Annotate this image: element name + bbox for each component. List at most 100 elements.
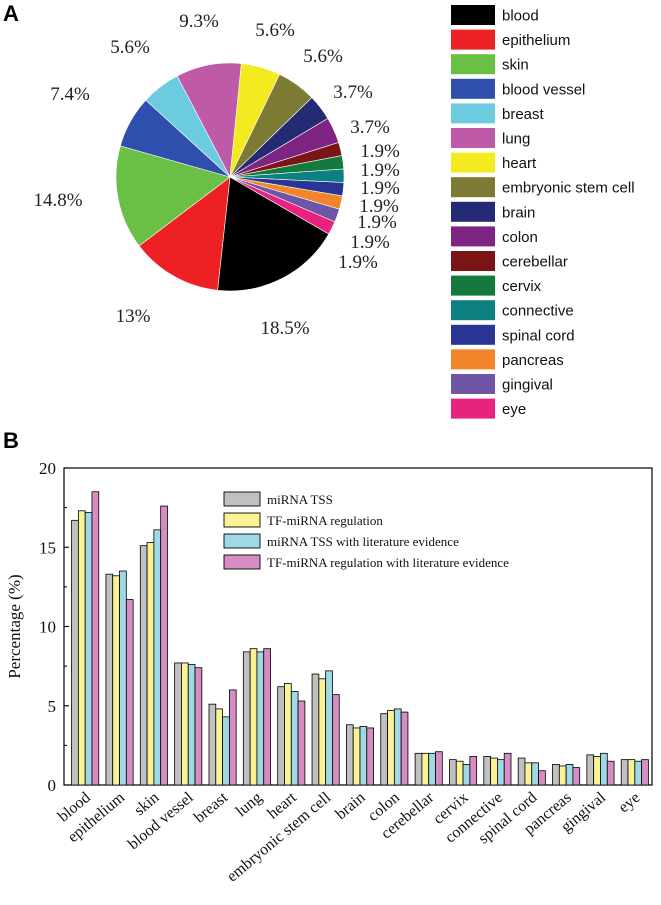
pie-legend-swatch-epithelium <box>451 29 495 50</box>
x-tick-label-blood-vessel: blood vessel <box>125 789 197 854</box>
y-axis-title: Percentage (%) <box>5 574 24 678</box>
pie-legend-swatch-connective <box>451 300 495 321</box>
legend-label-tf-mirna-regulation: TF-miRNA regulation <box>267 513 383 528</box>
pie-legend-swatch-pancreas <box>451 349 495 370</box>
pie-slice-epithelium <box>138 176 231 291</box>
legend-label-mirna-tss-with-literature-evidence: miRNA TSS with literature evidence <box>267 534 459 549</box>
bar-cervix-tf-mirna-regulation <box>455 760 464 786</box>
bar-skin-tf-mirna-regulation <box>146 542 155 786</box>
pie-slice-blood <box>217 176 330 292</box>
bar-cerebellar-mirna-tss-with-literature-evidence <box>428 752 436 786</box>
pie-legend-label-cervix: cervix <box>502 278 542 295</box>
legend-swatch-mirna-tss <box>223 491 261 507</box>
bar-brain-mirna-tss <box>345 724 354 786</box>
bar-lung-tf-mirna-regulation-with-literature-evidence <box>263 648 271 786</box>
pie-legend-swatch-cervix <box>451 275 495 296</box>
bar-connective-tf-mirna-regulation-with-literature-evidence <box>503 752 512 786</box>
legend-swatch-mirna-tss-with-literature-evidence <box>223 533 261 549</box>
pie-legend-swatch-breast <box>451 103 495 124</box>
pie-legend-label-gingival: gingival <box>502 377 553 394</box>
bar-embryonic-stem-cell-mirna-tss <box>311 673 320 786</box>
bar-skin-mirna-tss-with-literature-evidence <box>153 529 162 786</box>
pie-slice-skin <box>115 145 231 247</box>
bar-breast-mirna-tss <box>208 703 217 786</box>
bar-lung-mirna-tss-with-literature-evidence <box>256 651 265 786</box>
bar-skin-mirna-tss <box>139 545 148 786</box>
bar-eye-tf-mirna-regulation-with-literature-evidence <box>641 759 649 786</box>
bar-cerebellar-tf-mirna-regulation-with-literature-evidence <box>435 751 443 786</box>
pie-label-brain: 3.7% <box>333 82 373 103</box>
pie-label-epithelium: 13% <box>116 306 151 327</box>
x-tick-label-lung: lung <box>233 789 266 820</box>
bar-lung-mirna-tss <box>242 651 251 786</box>
y-tick-label-0: 0 <box>48 776 57 795</box>
bar-cerebellar-mirna-tss <box>414 752 423 786</box>
pie-legend-label-connective: connective <box>502 303 574 320</box>
pie-label-pancreas: 1.9% <box>357 212 397 233</box>
bar-epithelium-mirna-tss <box>105 573 114 786</box>
y-tick-label-5: 5 <box>48 697 57 716</box>
bar-spinal-cord-tf-mirna-regulation-with-literature-evidence <box>538 770 546 786</box>
bar-blood-mirna-tss <box>71 519 79 786</box>
bar-cervix-mirna-tss <box>449 759 457 786</box>
pie-label-connective: 1.9% <box>360 178 400 199</box>
bar-spinal-cord-mirna-tss-with-literature-evidence <box>531 762 539 786</box>
pie-label-eye: 1.9% <box>338 252 378 273</box>
bar-eye-mirna-tss <box>620 759 629 786</box>
bar-heart-mirna-tss-with-literature-evidence <box>290 691 299 786</box>
pie-legend-label-brain: brain <box>502 204 535 221</box>
bar-cervix-tf-mirna-regulation-with-literature-evidence <box>469 756 478 786</box>
pie-legend-label-spinal-cord: spinal cord <box>502 327 575 344</box>
bar-connective-mirna-tss <box>483 756 492 786</box>
bar-gingival-mirna-tss <box>586 754 595 786</box>
pie-label-spinal-cord: 1.9% <box>359 196 399 217</box>
pie-legend-swatch-lung <box>451 128 495 148</box>
x-tick-label-breast: breast <box>191 789 232 827</box>
bar-eye-tf-mirna-regulation <box>627 759 636 786</box>
bar-epithelium-tf-mirna-regulation <box>112 575 120 786</box>
pie-legend-swatch-brain <box>451 201 495 222</box>
pie-legend-label-blood-vessel: blood vessel <box>502 81 585 98</box>
bar-blood-vessel-mirna-tss-with-literature-evidence <box>187 664 196 786</box>
pie-legend-swatch-skin <box>451 54 495 75</box>
bar-blood-vessel-tf-mirna-regulation <box>181 662 189 786</box>
pie-label-cervix: 1.9% <box>360 160 400 181</box>
legend-swatch-tf-mirna-regulation <box>223 512 261 528</box>
bar-connective-mirna-tss-with-literature-evidence <box>497 759 505 786</box>
bar-pancreas-tf-mirna-regulation-with-literature-evidence <box>572 767 581 786</box>
bar-pancreas-tf-mirna-regulation <box>558 765 567 786</box>
pie-legend: blood epithelium skin blood vessel breast lun… <box>451 5 635 419</box>
bar-breast-tf-mirna-regulation <box>215 708 223 786</box>
pie-legend-swatch-spinal-cord <box>451 324 495 345</box>
pie-label-blood: 18.5% <box>260 318 309 339</box>
bar-colon-tf-mirna-regulation <box>387 710 395 786</box>
bar-epithelium-mirna-tss-with-literature-evidence <box>119 570 127 786</box>
bar-gingival-tf-mirna-regulation-with-literature-evidence <box>606 760 615 786</box>
bar-heart-tf-mirna-regulation-with-literature-evidence <box>297 700 306 786</box>
bar-blood-tf-mirna-regulation-with-literature-evidence <box>91 491 100 786</box>
bar-spinal-cord-mirna-tss <box>517 757 526 786</box>
pie-legend-swatch-gingival <box>451 374 495 394</box>
bar-blood-mirna-tss-with-literature-evidence <box>84 511 93 786</box>
x-tick-label-brain: brain <box>332 789 368 823</box>
bar-colon-mirna-tss <box>380 713 388 786</box>
pie-percent-labels: 18.5% 13% 14.8% 7.4% 5.6% 9.3% 5.6% 5.6% 3.7% 3.7… <box>33 11 400 339</box>
bar-cerebellar-tf-mirna-regulation <box>421 752 430 786</box>
bar-eye-mirna-tss-with-literature-evidence <box>634 760 643 786</box>
bar-embryonic-stem-cell-mirna-tss-with-literature-evidence <box>325 670 333 786</box>
bar-brain-mirna-tss-with-literature-evidence <box>359 725 368 786</box>
pie-legend-swatch-colon <box>451 226 495 247</box>
pie-legend-label-embryonic-stem-cell: embryonic stem cell <box>502 180 635 197</box>
bar-breast-tf-mirna-regulation-with-literature-evidence <box>228 689 237 786</box>
pie-chart <box>115 62 345 292</box>
legend-label-tf-mirna-regulation-with-literature-evidence: TF-miRNA regulation with literature evid… <box>267 555 509 570</box>
bar-chart <box>71 491 649 786</box>
pie-legend-swatch-eye <box>451 398 495 419</box>
x-tick-label-eye: eye <box>615 789 643 816</box>
pie-label-breast: 5.6% <box>110 37 150 58</box>
bar-spinal-cord-tf-mirna-regulation <box>524 762 533 786</box>
bar-colon-mirna-tss-with-literature-evidence <box>393 708 402 786</box>
bar-gingival-tf-mirna-regulation <box>593 756 601 786</box>
bar-pancreas-mirna-tss <box>552 763 560 786</box>
